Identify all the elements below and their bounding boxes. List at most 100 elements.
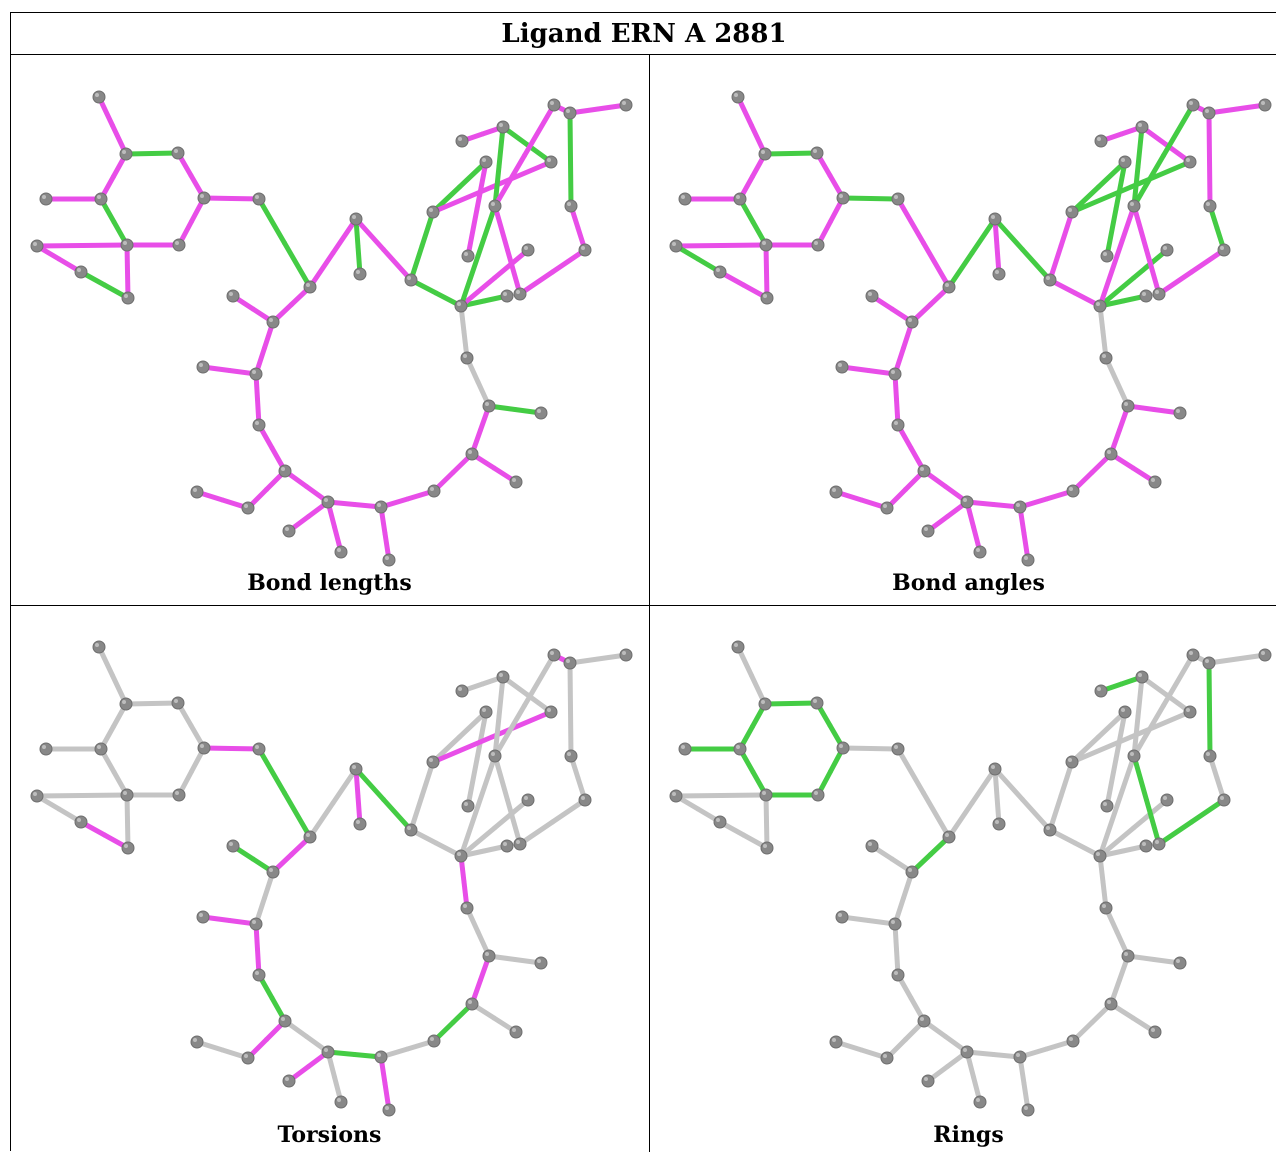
atom-highlight bbox=[512, 478, 516, 482]
atom bbox=[759, 238, 773, 252]
atom bbox=[509, 1025, 523, 1039]
atom-highlight bbox=[622, 651, 626, 655]
atom bbox=[1173, 956, 1187, 970]
atom bbox=[578, 793, 592, 807]
atom bbox=[563, 656, 577, 670]
bond bbox=[1131, 164, 1141, 209]
atom bbox=[1065, 205, 1079, 219]
atom bbox=[30, 789, 44, 803]
atom-highlight bbox=[407, 826, 411, 830]
atom-highlight bbox=[995, 820, 999, 824]
atom bbox=[321, 1045, 335, 1059]
atom bbox=[382, 553, 396, 567]
atom bbox=[92, 640, 106, 654]
bond bbox=[489, 159, 554, 190]
atom bbox=[733, 192, 747, 206]
bond bbox=[567, 110, 573, 162]
atom bbox=[619, 648, 633, 662]
atom-highlight bbox=[883, 504, 887, 508]
bond bbox=[430, 184, 495, 215]
bond bbox=[1206, 110, 1212, 162]
atom-highlight bbox=[813, 149, 817, 153]
bond bbox=[330, 766, 359, 806]
bond bbox=[673, 793, 724, 799]
atom-highlight bbox=[924, 1077, 928, 1081]
atom bbox=[374, 1050, 388, 1064]
atom bbox=[905, 865, 919, 879]
atom-highlight bbox=[512, 1028, 516, 1032]
bond bbox=[79, 792, 130, 798]
bond bbox=[1069, 184, 1134, 215]
bond bbox=[946, 800, 975, 840]
atom bbox=[992, 817, 1006, 831]
atom bbox=[252, 418, 266, 432]
atom-highlight bbox=[963, 498, 967, 502]
atom-highlight bbox=[269, 318, 273, 322]
atom bbox=[119, 147, 133, 161]
atom bbox=[1066, 484, 1080, 498]
bond bbox=[1135, 124, 1145, 169]
atom-highlight bbox=[252, 370, 256, 374]
bond bbox=[256, 746, 287, 796]
bond bbox=[1104, 756, 1119, 809]
atom bbox=[39, 742, 53, 756]
atoms bbox=[669, 640, 1272, 1117]
bond bbox=[1156, 819, 1194, 847]
atom bbox=[1021, 553, 1035, 567]
atom bbox=[1183, 155, 1197, 169]
atom bbox=[119, 697, 133, 711]
atom-highlight bbox=[908, 868, 912, 872]
bond bbox=[1161, 652, 1196, 708]
atom-highlight bbox=[255, 195, 259, 199]
atom-highlight bbox=[97, 195, 101, 199]
atom-highlight bbox=[681, 745, 685, 749]
atom-highlight bbox=[1107, 1000, 1111, 1004]
atom bbox=[172, 238, 186, 252]
atom-highlight bbox=[1130, 202, 1134, 206]
atom bbox=[1186, 648, 1200, 662]
atom bbox=[353, 817, 367, 831]
atom bbox=[865, 839, 879, 853]
atom bbox=[249, 367, 263, 381]
atom-highlight bbox=[1124, 952, 1128, 956]
bond bbox=[465, 756, 480, 809]
atom-highlight bbox=[716, 818, 720, 822]
bond bbox=[1104, 206, 1119, 259]
atom-highlight bbox=[1046, 276, 1050, 280]
atom-highlight bbox=[547, 158, 551, 162]
atom-highlight bbox=[1220, 246, 1224, 250]
atom-highlight bbox=[1151, 1028, 1155, 1032]
atom-highlight bbox=[1016, 503, 1020, 507]
panel-bond-angles: Bond angles bbox=[650, 56, 1276, 605]
atom bbox=[1152, 287, 1166, 301]
atom-highlight bbox=[894, 421, 898, 425]
atom-highlight bbox=[1176, 959, 1180, 963]
atom bbox=[39, 192, 53, 206]
atom-highlight bbox=[430, 1037, 434, 1041]
bond bbox=[969, 216, 998, 256]
atom-highlight bbox=[175, 241, 179, 245]
atom-highlight bbox=[281, 467, 285, 471]
bond bbox=[353, 216, 386, 252]
atom bbox=[496, 120, 510, 134]
atom-highlight bbox=[123, 791, 127, 795]
atom-highlight bbox=[945, 833, 949, 837]
atom-highlight bbox=[377, 503, 381, 507]
bond bbox=[1131, 153, 1166, 209]
atom-highlight bbox=[976, 1098, 980, 1102]
bond bbox=[496, 124, 506, 169]
atom-highlight bbox=[457, 852, 461, 856]
atom-highlight bbox=[200, 744, 204, 748]
bond bbox=[1135, 674, 1145, 719]
atom bbox=[454, 299, 468, 313]
bond bbox=[1189, 797, 1227, 825]
atom bbox=[1043, 823, 1057, 837]
atom bbox=[252, 742, 266, 756]
atom-highlight bbox=[281, 1017, 285, 1021]
atom bbox=[334, 545, 348, 559]
bond bbox=[256, 196, 287, 246]
atom-highlight bbox=[991, 215, 995, 219]
row-divider bbox=[11, 605, 1276, 606]
atom bbox=[455, 684, 469, 698]
atom-highlight bbox=[839, 194, 843, 198]
